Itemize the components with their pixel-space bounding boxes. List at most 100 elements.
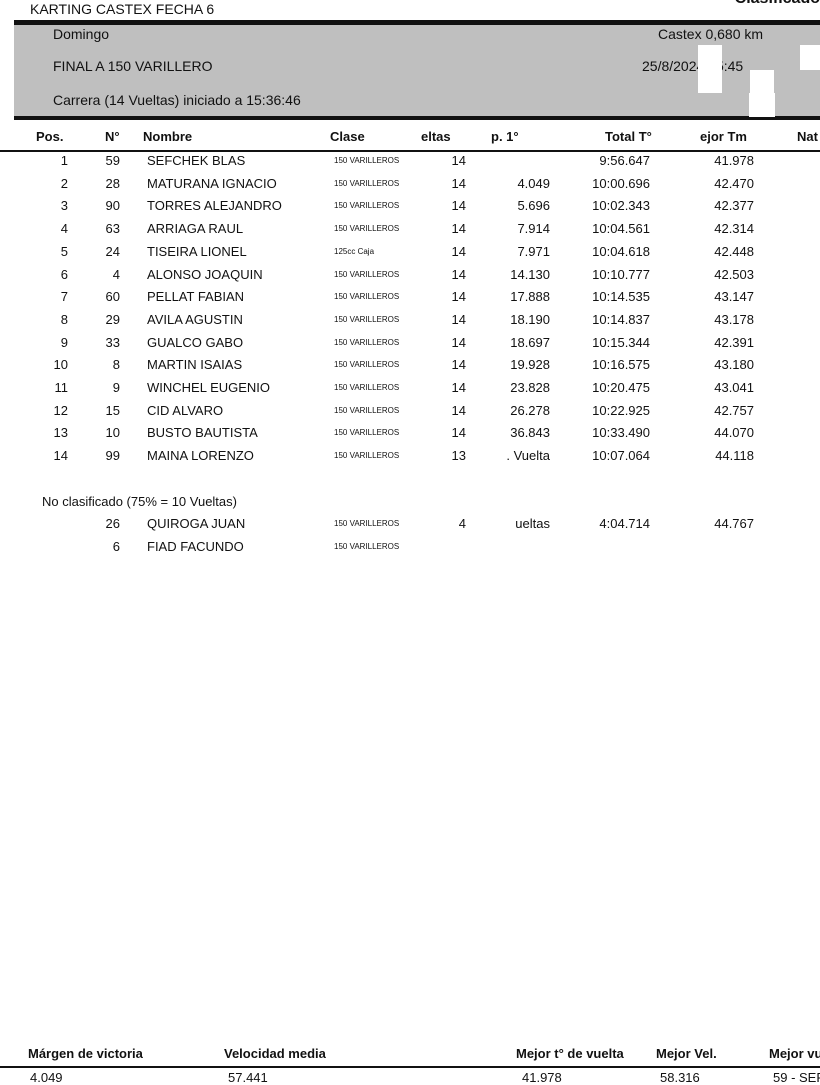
- laps: 4: [458, 516, 466, 531]
- laps: 14: [451, 357, 466, 373]
- position: 8: [60, 311, 68, 327]
- track: Castex 0,680 km: [658, 26, 764, 42]
- gap: . Vuelta: [506, 448, 550, 464]
- class: 150 VARILLEROS: [334, 519, 400, 528]
- driver-name: QUIROGA JUAN: [147, 516, 246, 531]
- gap: ueltas: [515, 516, 550, 531]
- laps: 14: [451, 289, 466, 305]
- kart-number: 9: [112, 380, 120, 395]
- total-time: 10:14.837: [592, 311, 650, 327]
- flag-square: [800, 45, 820, 70]
- total-time: 10:00.696: [592, 175, 650, 191]
- class: 150 VARILLEROS: [334, 269, 400, 279]
- best-lap: 42.448: [714, 243, 754, 259]
- total-time: 10:04.561: [592, 221, 650, 237]
- gap: 18.697: [510, 334, 550, 350]
- total-time: 10:15.344: [592, 334, 650, 350]
- gap: 4.049: [517, 175, 550, 191]
- kart-number: 99: [105, 448, 120, 464]
- kart-number: 33: [105, 334, 120, 350]
- driver-name: BUSTO BAUTISTA: [147, 425, 258, 441]
- col-gap: p. 1°: [491, 129, 519, 144]
- driver-name: MATURANA IGNACIO: [147, 175, 277, 191]
- table-row: 4 63 ARRIAGA RAUL 150 VARILLEROS 14 7.914 10:0…: [0, 221, 820, 243]
- kart-number: 24: [105, 243, 120, 259]
- summary-value: 59 - SEF: [773, 1070, 820, 1085]
- driver-name: AVILA AGUSTIN: [147, 311, 243, 327]
- summary-label: Mejor Vel.: [656, 1046, 717, 1061]
- class: 150 VARILLEROS: [334, 156, 400, 165]
- gap: 7.914: [517, 221, 550, 237]
- table-row: 6 4 ALONSO JOAQUIN 150 VARILLEROS 14 14.130 10…: [0, 267, 820, 289]
- flag-square: [749, 93, 775, 117]
- best-lap: 42.314: [714, 221, 754, 237]
- table-row: 11 9 WINCHEL EUGENIO 150 VARILLEROS 14 23.828…: [0, 380, 820, 402]
- col-num: N°: [105, 129, 120, 144]
- summary-value: 57.441: [228, 1070, 268, 1085]
- kart-number: 29: [105, 311, 120, 327]
- table-row: 5 24 TISEIRA LIONEL 125cc Caja 14 7.971 10:04.…: [0, 244, 820, 266]
- summary-value: 41.978: [522, 1070, 562, 1085]
- position: 6: [60, 266, 68, 282]
- class: 150 VARILLEROS: [334, 178, 400, 188]
- position: 9: [60, 334, 68, 350]
- total-time: 10:22.925: [592, 402, 650, 418]
- driver-name: CID ALVARO: [147, 402, 224, 418]
- class: 150 VARILLEROS: [334, 428, 400, 438]
- summary-label: Márgen de victoria: [28, 1046, 143, 1061]
- best-lap: 44.767: [714, 516, 754, 531]
- position: 3: [60, 198, 68, 214]
- table-row: 9 33 GUALCO GABO 150 VARILLEROS 14 18.697 10:1…: [0, 335, 820, 357]
- position: 10: [53, 357, 68, 373]
- col-name: Nombre: [143, 129, 193, 144]
- kart-number: 60: [105, 289, 120, 305]
- class: 150 VARILLEROS: [334, 292, 400, 302]
- table-row: 12 15 CID ALVARO 150 VARILLEROS 14 26.278 10:2…: [0, 403, 820, 425]
- total-time: 10:10.777: [592, 266, 650, 282]
- flag-square: [750, 70, 774, 93]
- table-row: 6 FIAD FACUNDO 150 VARILLEROS: [0, 539, 820, 561]
- kart-number: 15: [105, 402, 120, 418]
- laps: 14: [451, 380, 466, 395]
- gap: 36.843: [510, 425, 550, 441]
- position: 1: [60, 153, 68, 168]
- col-total: Total T°: [605, 129, 652, 144]
- kart-number: 28: [105, 175, 120, 191]
- best-lap: 41.978: [714, 153, 754, 168]
- best-lap: 44.118: [715, 448, 754, 464]
- gap: 7.971: [517, 243, 550, 259]
- kart-number: 4: [112, 266, 120, 282]
- driver-name: ALONSO JOAQUIN: [147, 266, 263, 282]
- col-nat: Nat: [797, 129, 818, 144]
- laps: 14: [451, 243, 466, 259]
- laps: 14: [451, 198, 466, 214]
- gap: 17.888: [510, 289, 550, 305]
- col-class: Clase: [330, 129, 365, 144]
- best-lap: 43.147: [714, 289, 754, 305]
- driver-name: MARTIN ISAIAS: [147, 357, 243, 373]
- best-lap: 42.470: [714, 175, 754, 191]
- datetime: 25/8/2024 15:45: [642, 58, 744, 74]
- laps: 14: [451, 175, 466, 191]
- race-info: Carrera (14 Vueltas) iniciado a 15:36:46: [53, 92, 301, 108]
- race-name: FINAL A 150 VARILLERO: [53, 58, 213, 74]
- best-lap: 42.377: [714, 198, 754, 214]
- col-best: ejor Tm: [700, 129, 747, 144]
- total-time: 9:56.647: [599, 153, 650, 168]
- laps: 14: [451, 153, 466, 168]
- total-time: 10:33.490: [592, 425, 650, 441]
- class: 150 VARILLEROS: [334, 360, 400, 370]
- laps: 14: [451, 402, 466, 418]
- best-lap: 42.757: [714, 402, 754, 418]
- summary-label: Velocidad media: [224, 1046, 326, 1061]
- table-row: 10 8 MARTIN ISAIAS 150 VARILLEROS 14 19.928 10…: [0, 357, 820, 379]
- col-pos: Pos.: [36, 129, 64, 144]
- laps: 14: [451, 334, 466, 350]
- kart-number: 90: [105, 198, 120, 214]
- driver-name: PELLAT FABIAN: [147, 289, 245, 305]
- driver-name: ARRIAGA RAUL: [147, 221, 244, 237]
- class: 150 VARILLEROS: [334, 383, 400, 392]
- day: Domingo: [53, 26, 110, 42]
- position: 12: [53, 402, 68, 418]
- table-header: Pos. N° Nombre Clase eltas p. 1° Total T…: [0, 126, 820, 152]
